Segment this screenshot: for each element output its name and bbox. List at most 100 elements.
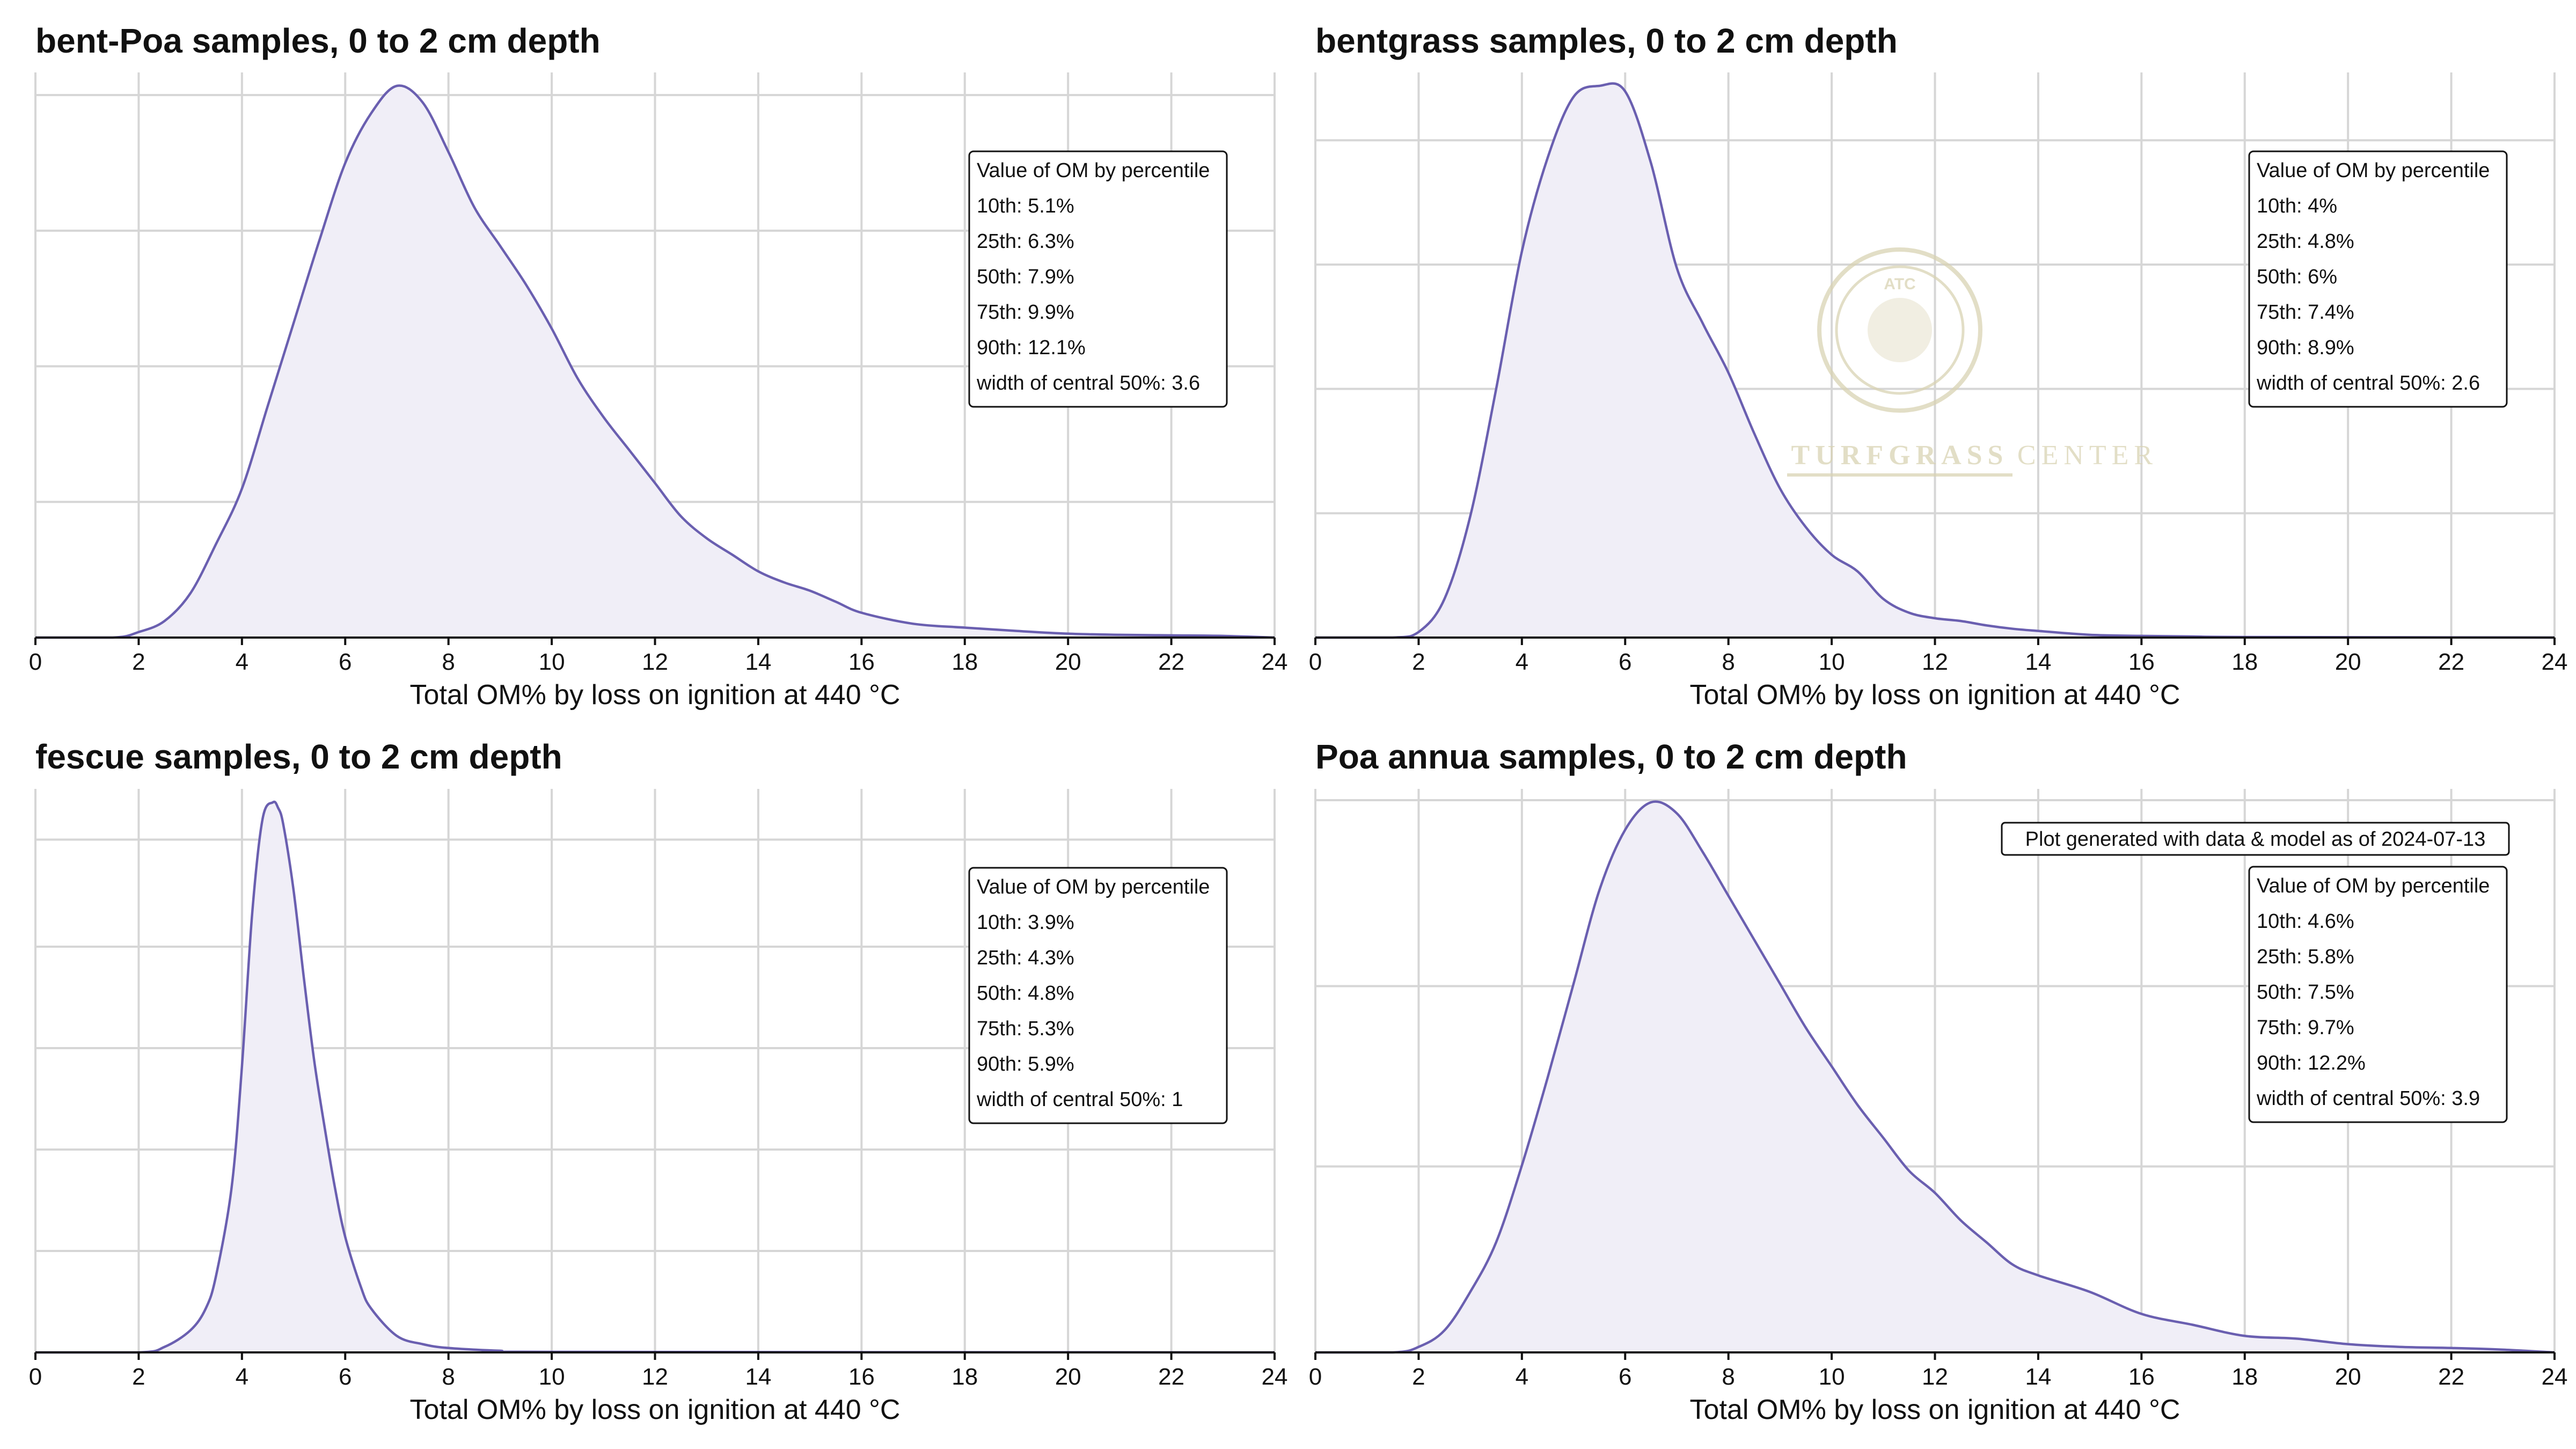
watermark-text-3: CENTER: [2017, 440, 2158, 471]
percentile-box-heading: Value of OM by percentile: [2257, 875, 2490, 897]
percentile-row: 90th: 12.1%: [977, 336, 1086, 359]
density-line: [1315, 82, 2555, 639]
x-tick-label: 16: [848, 649, 875, 675]
x-tick-label: 16: [848, 1364, 875, 1390]
x-tick-label: 14: [2025, 649, 2051, 675]
x-axis-label: Total OM% by loss on ignition at 440 °C: [1690, 679, 2180, 711]
x-tick-label: 6: [339, 649, 352, 675]
density-line: [35, 800, 1275, 1354]
x-axis-label: Total OM% by loss on ignition at 440 °C: [410, 1394, 901, 1425]
x-tick-label: 2: [132, 1364, 145, 1390]
density-area: [35, 85, 1275, 638]
percentile-row: 50th: 4.8%: [977, 982, 1074, 1005]
note-text: Plot generated with data & model as of 2…: [2025, 828, 2486, 851]
percentile-row: 90th: 5.9%: [977, 1053, 1074, 1075]
percentile-row: 75th: 5.3%: [977, 1018, 1074, 1040]
percentile-row: 50th: 6%: [2257, 266, 2337, 288]
x-tick-label: 16: [2128, 649, 2155, 675]
watermark-seal-outer: [1817, 247, 1982, 413]
x-axis-label: Total OM% by loss on ignition at 440 °C: [1690, 1394, 2180, 1425]
x-tick-label: 12: [1922, 1364, 1948, 1390]
density-area: [1315, 801, 2555, 1352]
x-tick-label: 4: [1516, 649, 1528, 675]
percentile-row: 50th: 7.9%: [977, 266, 1074, 288]
x-tick-label: 14: [2025, 1364, 2051, 1390]
panel-title: bent-Poa samples, 0 to 2 cm depth: [35, 21, 601, 60]
x-tick-label: 16: [2128, 1364, 2155, 1390]
watermark-text-2: TURFGRASS: [1791, 440, 2009, 471]
x-tick-label: 2: [132, 649, 145, 675]
percentile-box-heading: Value of OM by percentile: [977, 159, 1210, 182]
x-tick-label: 24: [2542, 649, 2568, 675]
x-tick-label: 0: [29, 649, 42, 675]
x-tick-label: 12: [642, 1364, 668, 1390]
density-area: [1315, 83, 2555, 638]
x-tick-label: 8: [442, 649, 455, 675]
percentile-box: [2248, 866, 2508, 1123]
x-tick-label: 24: [1262, 1364, 1288, 1390]
x-tick-label: 20: [1055, 649, 1081, 675]
x-tick-label: 24: [2542, 1364, 2568, 1390]
x-tick-label: 6: [1619, 1364, 1631, 1390]
x-tick-label: 8: [442, 1364, 455, 1390]
percentile-box-heading: Value of OM by percentile: [2257, 159, 2490, 182]
x-tick-label: 22: [2438, 1364, 2464, 1390]
x-tick-label: 22: [2438, 649, 2464, 675]
percentile-row: 75th: 9.7%: [2257, 1016, 2354, 1039]
x-tick-label: 18: [952, 1364, 978, 1390]
x-tick-label: 14: [745, 649, 771, 675]
percentile-row: 75th: 9.9%: [977, 301, 1074, 324]
percentile-row: 10th: 5.1%: [977, 195, 1074, 217]
x-tick-label: 18: [2231, 649, 2258, 675]
x-tick-label: 2: [1412, 1364, 1425, 1390]
percentile-row: 10th: 4.6%: [2257, 910, 2354, 933]
x-axis-label: Total OM% by loss on ignition at 440 °C: [410, 679, 901, 711]
percentile-row: 25th: 6.3%: [977, 230, 1074, 253]
x-tick-label: 6: [1619, 649, 1631, 675]
x-tick-label: 20: [2335, 1364, 2361, 1390]
x-tick-label: 8: [1722, 1364, 1735, 1390]
x-tick-label: 24: [1262, 649, 1288, 675]
x-tick-label: 8: [1722, 649, 1735, 675]
x-tick-label: 4: [236, 1364, 248, 1390]
x-tick-label: 20: [1055, 1364, 1081, 1390]
x-tick-label: 10: [1819, 1364, 1845, 1390]
x-tick-label: 6: [339, 1364, 352, 1390]
panel-title: fescue samples, 0 to 2 cm depth: [35, 737, 562, 776]
panel-2: bentgrass samples, 0 to 2 cm depthATCASI…: [1309, 21, 2568, 711]
percentile-row: 90th: 8.9%: [2257, 336, 2354, 359]
percentile-box: [968, 150, 1228, 408]
x-tick-label: 18: [2231, 1364, 2258, 1390]
percentile-row: 25th: 4.8%: [2257, 230, 2354, 253]
x-tick-label: 22: [1158, 1364, 1184, 1390]
x-tick-label: 2: [1412, 649, 1425, 675]
x-tick-label: 22: [1158, 649, 1184, 675]
x-tick-label: 10: [539, 649, 565, 675]
x-tick-label: 10: [1819, 649, 1845, 675]
x-tick-label: 12: [642, 649, 668, 675]
density-line: [1315, 800, 2555, 1354]
density-area: [35, 802, 1275, 1352]
panel-title: Poa annua samples, 0 to 2 cm depth: [1315, 737, 1907, 776]
watermark-seal-inner: [1835, 265, 1965, 395]
x-tick-label: 0: [29, 1364, 42, 1390]
percentile-row: width of central 50%: 3.6: [976, 372, 1200, 394]
x-tick-label: 0: [1309, 649, 1322, 675]
percentile-row: width of central 50%: 1: [976, 1088, 1183, 1111]
panel-title: bentgrass samples, 0 to 2 cm depth: [1315, 21, 1898, 60]
x-tick-label: 4: [1516, 1364, 1528, 1390]
watermark-seal-text: ATC: [1884, 275, 1915, 293]
percentile-row: 50th: 7.5%: [2257, 981, 2354, 1004]
x-tick-label: 10: [539, 1364, 565, 1390]
x-tick-label: 0: [1309, 1364, 1322, 1390]
percentile-box: [2248, 150, 2508, 408]
percentile-row: 10th: 3.9%: [977, 911, 1074, 934]
percentile-box: [968, 867, 1228, 1124]
x-tick-label: 4: [236, 649, 248, 675]
percentile-row: width of central 50%: 2.6: [2256, 372, 2480, 394]
watermark-seal-core: [1868, 298, 1932, 362]
percentile-box-heading: Value of OM by percentile: [977, 876, 1210, 898]
